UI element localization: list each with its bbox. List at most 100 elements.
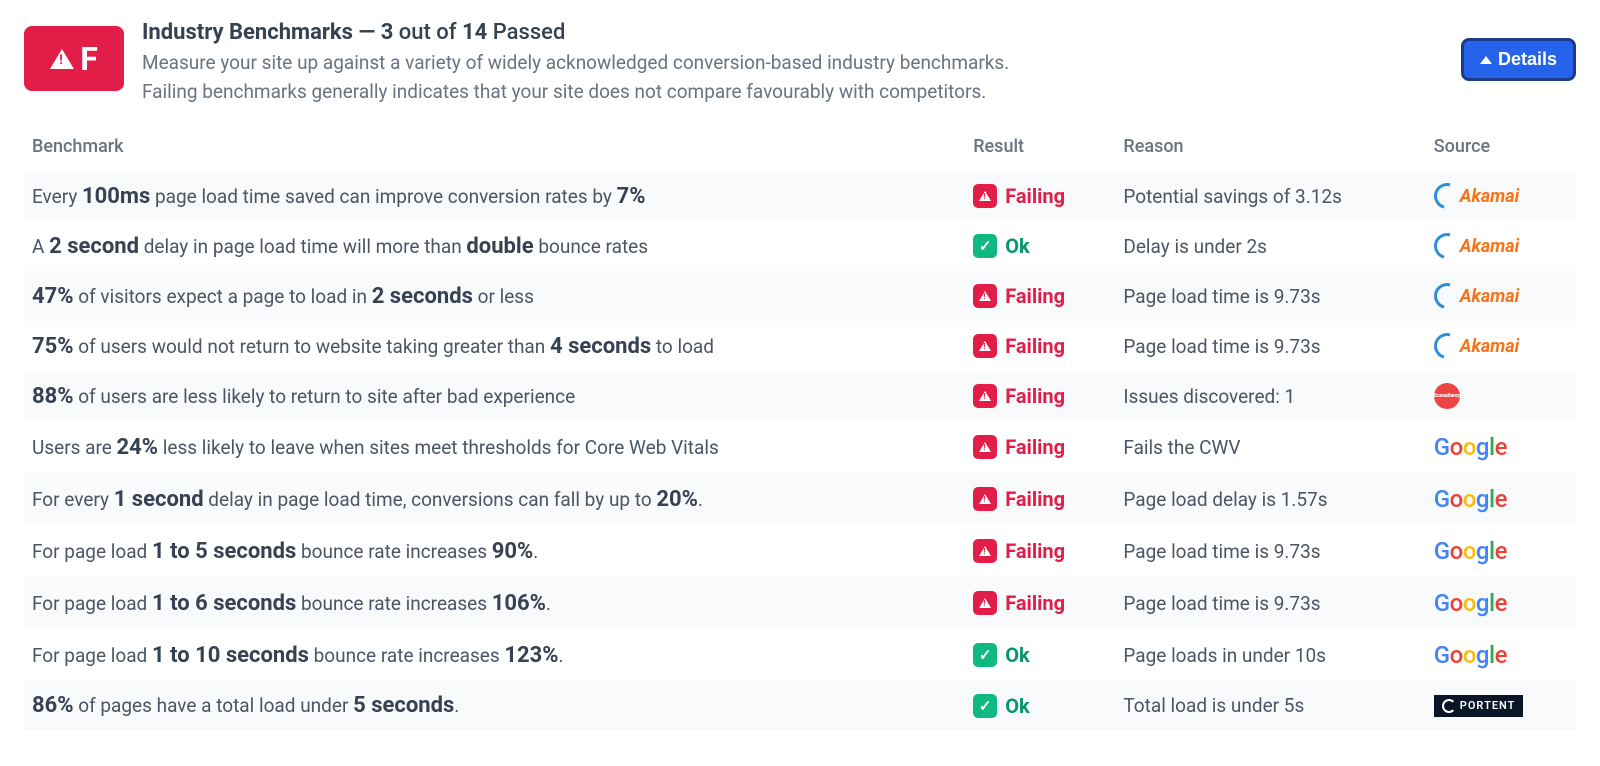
source-cell: Akamai [1426, 321, 1576, 371]
desc-line-2: Failing benchmarks generally indicates t… [142, 80, 986, 103]
details-label: Details [1498, 49, 1557, 70]
benchmark-cell: 47% of visitors expect a page to load in… [24, 271, 965, 321]
table-row: 86% of pages have a total load under 5 s… [24, 681, 1576, 730]
reason-cell: Page load time is 9.73s [1115, 321, 1425, 371]
passed-count: 3 [381, 20, 394, 45]
status-icon [973, 384, 997, 408]
result-cell: Failing [965, 271, 1115, 321]
benchmark-cell: Users are 24% less likely to leave when … [24, 421, 965, 473]
warning-icon [979, 442, 991, 452]
akamai-swoosh-icon [1429, 178, 1465, 214]
table-row: A 2 second delay in page load time will … [24, 221, 1576, 271]
table-row: For every 1 second delay in page load ti… [24, 473, 1576, 525]
result-cell: Failing [965, 525, 1115, 577]
source-cell: Akamai [1426, 221, 1576, 271]
reason-cell: Page load time is 9.73s [1115, 577, 1425, 629]
total-count: 14 [462, 20, 487, 45]
reason-cell: Page load time is 9.73s [1115, 271, 1425, 321]
reason-cell: Page load delay is 1.57s [1115, 473, 1425, 525]
akamai-swoosh-icon [1429, 278, 1465, 314]
benchmark-cell: 88% of users are less likely to return t… [24, 371, 965, 421]
akamai-text: Akamai [1460, 286, 1520, 307]
warning-icon [979, 546, 991, 556]
reason-cell: Potential savings of 3.12s [1115, 171, 1425, 221]
status-label: Failing [1005, 384, 1065, 408]
reason-cell: Page load time is 9.73s [1115, 525, 1425, 577]
google-logo: Google [1434, 537, 1568, 565]
status-label: Failing [1005, 539, 1065, 563]
akamai-swoosh-icon [1429, 328, 1465, 364]
akamai-text: Akamai [1460, 236, 1520, 257]
source-cell: Akamai [1426, 271, 1576, 321]
benchmark-cell: 75% of users would not return to website… [24, 321, 965, 371]
grade-badge: F [24, 26, 124, 91]
table-row: 47% of visitors expect a page to load in… [24, 271, 1576, 321]
table-row: 75% of users would not return to website… [24, 321, 1576, 371]
benchmark-cell: For every 1 second delay in page load ti… [24, 473, 965, 525]
table-row: Every 100ms page load time saved can imp… [24, 171, 1576, 221]
section-title: Industry Benchmarks — 3 out of 14 Passed [142, 20, 1443, 45]
table-row: Users are 24% less likely to leave when … [24, 421, 1576, 473]
source-cell: Google [1426, 629, 1576, 681]
status-icon: ✓ [973, 643, 997, 667]
status-label: Ok [1005, 694, 1029, 718]
table-row: For page load 1 to 5 seconds bounce rate… [24, 525, 1576, 577]
col-header-reason: Reason [1115, 126, 1425, 171]
google-logo: Google [1434, 433, 1568, 461]
source-cell: PORTENT [1426, 681, 1576, 730]
result-cell: Failing [965, 171, 1115, 221]
grade-letter: F [80, 40, 98, 78]
akamai-text: Akamai [1460, 336, 1520, 357]
result-cell: Failing [965, 473, 1115, 525]
title-middle: out of [393, 20, 462, 45]
result-cell: Failing [965, 321, 1115, 371]
source-cell: Google [1426, 473, 1576, 525]
warning-icon [979, 494, 991, 504]
benchmark-cell: 86% of pages have a total load under 5 s… [24, 681, 965, 730]
reason-cell: Delay is under 2s [1115, 221, 1425, 271]
result-cell: ✓ Ok [965, 681, 1115, 730]
result-cell: ✓Ok [965, 629, 1115, 681]
status-icon [973, 435, 997, 459]
warning-icon [979, 341, 991, 351]
benchmark-cell: A 2 second delay in page load time will … [24, 221, 965, 271]
status-icon [973, 334, 997, 358]
source-cell: Google [1426, 525, 1576, 577]
chevron-up-icon [1480, 56, 1492, 64]
status-label: Failing [1005, 487, 1065, 511]
source-cell: Akamai [1426, 171, 1576, 221]
status-icon: ✓ [973, 694, 997, 718]
section-header: F Industry Benchmarks — 3 out of 14 Pass… [24, 20, 1576, 106]
status-label: Failing [1005, 284, 1065, 308]
status-label: Failing [1005, 435, 1065, 459]
benchmark-cell: For page load 1 to 6 seconds bounce rate… [24, 577, 965, 629]
section-description: Measure your site up against a variety o… [142, 49, 1443, 106]
source-cell: Google [1426, 421, 1576, 473]
warning-icon [979, 191, 991, 201]
akamai-logo: Akamai [1434, 283, 1568, 309]
benchmark-cell: For page load 1 to 10 seconds bounce rat… [24, 629, 965, 681]
reason-cell: Page loads in under 10s [1115, 629, 1425, 681]
akamai-swoosh-icon [1429, 228, 1465, 264]
title-suffix: Passed [487, 20, 565, 45]
benchmark-cell: Every 100ms page load time saved can imp… [24, 171, 965, 221]
status-icon [973, 487, 997, 511]
google-logo: Google [1434, 589, 1568, 617]
result-cell: Failing [965, 371, 1115, 421]
reason-cell: Total load is under 5s [1115, 681, 1425, 730]
status-label: Ok [1005, 234, 1029, 258]
details-toggle-button[interactable]: Details [1461, 38, 1576, 81]
status-icon [973, 539, 997, 563]
benchmarks-table: Benchmark Result Reason Source Every 100… [24, 126, 1576, 730]
warning-icon [979, 598, 991, 608]
result-cell: Failing [965, 421, 1115, 473]
status-icon [973, 184, 997, 208]
status-label: Failing [1005, 334, 1065, 358]
econsultancy-logo: Econsultancy [1434, 383, 1568, 409]
status-label: Failing [1005, 591, 1065, 615]
warning-icon [979, 391, 991, 401]
status-icon: ✓ [973, 234, 997, 258]
table-header-row: Benchmark Result Reason Source [24, 126, 1576, 171]
reason-cell: Issues discovered: 1 [1115, 371, 1425, 421]
check-icon: ✓ [979, 697, 992, 715]
